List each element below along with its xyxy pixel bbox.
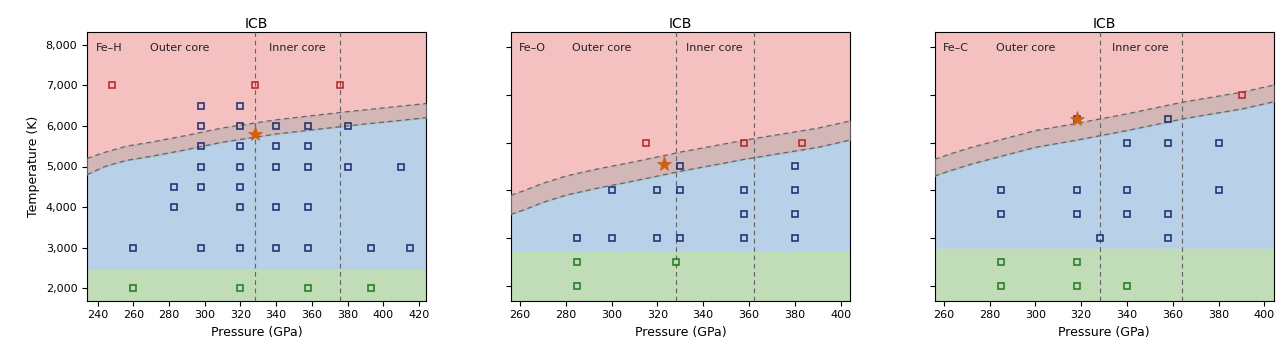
Text: Fe–H: Fe–H (96, 43, 122, 53)
Text: Inner core: Inner core (686, 43, 742, 53)
Text: Fe–C: Fe–C (943, 43, 969, 53)
Polygon shape (934, 102, 1274, 248)
Text: Inner core: Inner core (269, 43, 326, 53)
Y-axis label: Temperature (K): Temperature (K) (27, 116, 40, 217)
Text: Outer core: Outer core (996, 43, 1055, 53)
Text: Fe–O: Fe–O (520, 43, 547, 53)
Polygon shape (511, 140, 850, 250)
Title: ICB: ICB (668, 17, 692, 31)
X-axis label: Pressure (GPa): Pressure (GPa) (635, 326, 726, 339)
Polygon shape (87, 118, 426, 269)
Title: ICB: ICB (1092, 17, 1116, 31)
X-axis label: Pressure (GPa): Pressure (GPa) (211, 326, 302, 339)
Title: ICB: ICB (244, 17, 269, 31)
Text: Inner core: Inner core (1112, 43, 1169, 53)
Text: Outer core: Outer core (572, 43, 631, 53)
X-axis label: Pressure (GPa): Pressure (GPa) (1059, 326, 1149, 339)
Text: Outer core: Outer core (150, 43, 209, 53)
